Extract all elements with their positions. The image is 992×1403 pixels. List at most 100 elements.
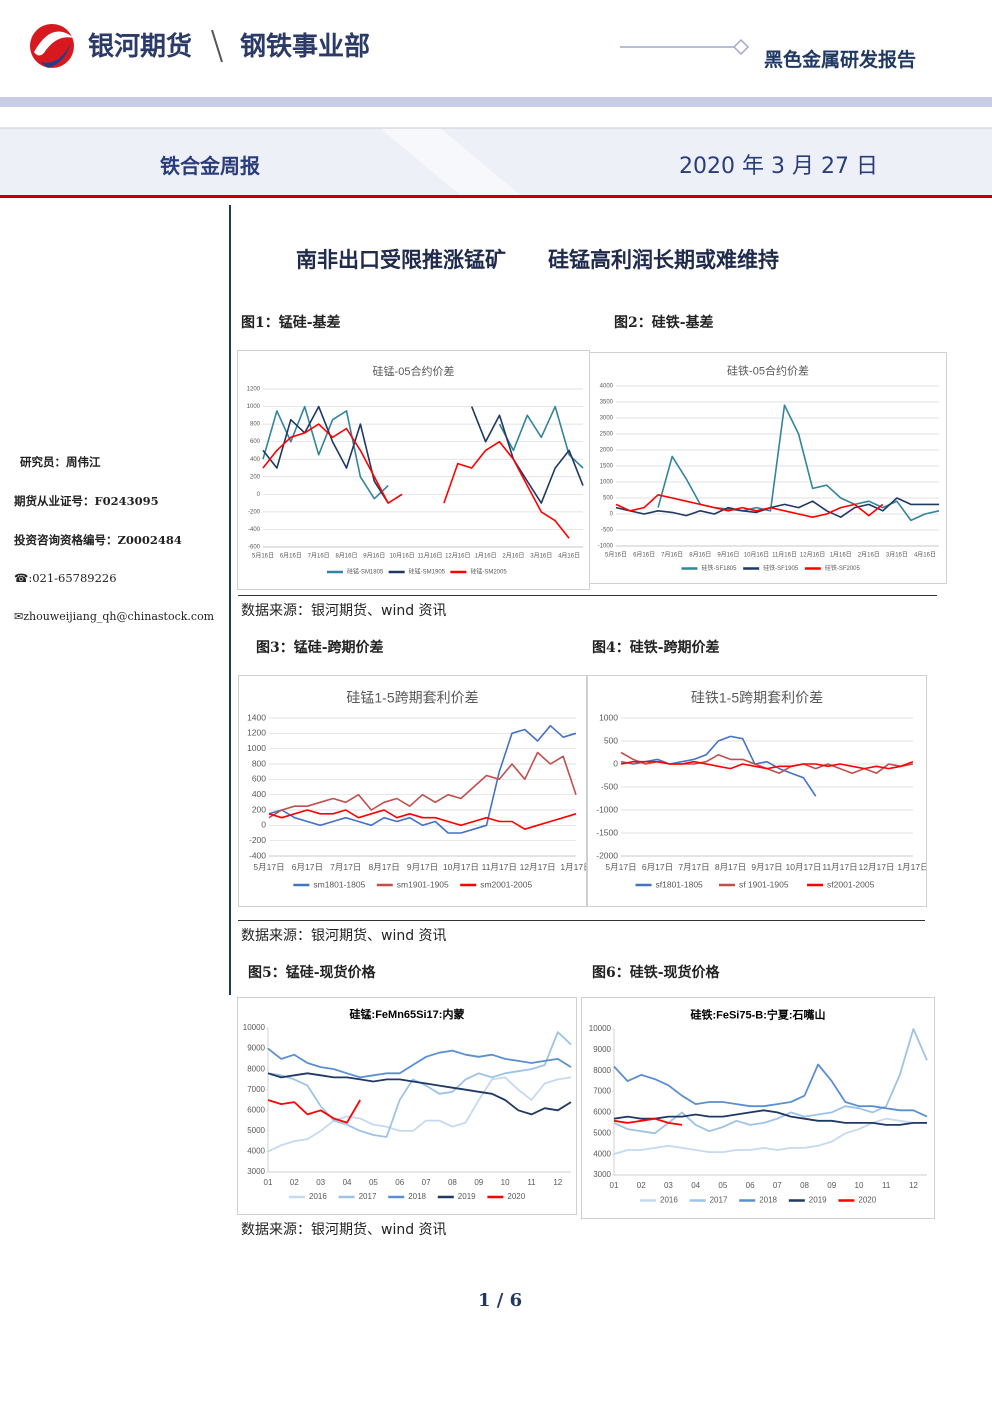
series-line [613, 1063, 928, 1118]
report-name: 铁合金周报 [160, 154, 260, 178]
series-line [267, 1072, 572, 1116]
y-tick-label: 500 [603, 496, 614, 502]
logo [30, 24, 74, 68]
legend-label: 2018 [759, 1196, 777, 1205]
x-tick-label: 1月17日 [897, 862, 926, 872]
x-tick-label: 9月16日 [363, 553, 385, 560]
legend-label: sf1801-1805 [656, 879, 704, 889]
y-tick-label: 4000 [593, 1149, 611, 1158]
x-tick-label: 2月16日 [858, 552, 880, 559]
y-tick-label: 0 [257, 492, 261, 498]
chart: 硅铁-05合约价差 -1000 -500 0 500 1000 1500 2000 2500 30… [589, 352, 947, 584]
y-tick-label: -1000 [596, 804, 618, 814]
header-band [0, 97, 992, 107]
header-graphics [0, 24, 992, 198]
y-tick-label: 3000 [247, 1167, 265, 1176]
series-line [262, 405, 584, 500]
x-tick-label: 11月17日 [822, 862, 857, 872]
y-tick-label: -400 [248, 527, 261, 533]
x-tick-label: 6月16日 [633, 552, 655, 559]
headline: 南非出口受限推涨锰矿 硅锰高利润长期或难维持 [296, 248, 779, 272]
division: 钢铁事业部 [240, 32, 371, 62]
series-line [613, 1117, 927, 1155]
legend-label: 2017 [359, 1192, 377, 1201]
y-tick-label: 0 [613, 758, 618, 768]
y-tick-label: 8000 [593, 1066, 611, 1075]
x-tick-label: 11 [882, 1181, 891, 1190]
legend-label: sm2001-2005 [480, 879, 532, 889]
legend-label: sf2001-2005 [827, 879, 875, 889]
x-tick-label: 05 [369, 1178, 378, 1187]
y-tick-label: 3000 [600, 416, 614, 422]
y-tick-label: 600 [250, 439, 261, 445]
phone: ☎:021-65789226 [14, 571, 117, 585]
series-line [613, 1109, 927, 1126]
source: 数据来源：银河期货、wind 资讯 [241, 928, 447, 944]
y-tick-label: 500 [604, 735, 618, 745]
series-line [615, 497, 939, 518]
y-tick-label: -400 [249, 850, 266, 860]
chart-title: 硅锰1-5跨期套利价差 [346, 690, 478, 706]
series-line [657, 404, 940, 522]
x-tick-label: 03 [316, 1178, 325, 1187]
y-tick-label: -500 [601, 781, 618, 791]
series-line [267, 1031, 572, 1138]
y-tick-label: 400 [252, 789, 266, 799]
legend-label: 2017 [710, 1196, 728, 1205]
y-tick-label: 2500 [600, 432, 614, 438]
x-tick-label: 12月17日 [520, 862, 556, 872]
x-tick-label: 8月16日 [335, 553, 357, 560]
y-tick-label: 7000 [247, 1085, 265, 1094]
series-line [613, 1117, 683, 1126]
y-tick-label: 5000 [247, 1126, 265, 1135]
y-tick-label: 10000 [589, 1024, 612, 1033]
rule [238, 920, 925, 921]
company: 银河期货 [88, 32, 193, 62]
source: 数据来源：银河期货、wind 资讯 [241, 603, 447, 619]
x-tick-label: 3月16日 [886, 552, 908, 559]
figure-label: 图4：硅铁-跨期价差 [592, 640, 720, 656]
x-tick-label: 9月17日 [751, 862, 782, 872]
y-tick-label: 800 [252, 758, 266, 768]
y-tick-label: 1000 [247, 404, 261, 410]
y-tick-label: 7000 [593, 1087, 611, 1096]
x-tick-label: 11月16日 [772, 552, 797, 559]
x-tick-label: 9月16日 [717, 552, 739, 559]
y-tick-label: -1000 [598, 544, 614, 550]
x-tick-label: 2月16日 [502, 553, 524, 560]
x-tick-label: 08 [800, 1181, 809, 1190]
y-tick-label: 200 [252, 804, 266, 814]
y-tick-label: -600 [248, 545, 261, 551]
chart-svg: 硅锰1-5跨期套利价差 -400 -200 0 200 400 600 800 1000 1200… [247, 690, 592, 890]
y-tick-label: 9000 [247, 1044, 265, 1053]
y-tick-label: 1200 [247, 387, 261, 393]
y-tick-label: 3500 [600, 400, 614, 406]
legend-label: 2019 [458, 1192, 476, 1201]
legend-label: sm1901-1905 [397, 879, 449, 889]
x-tick-label: 1月17日 [560, 862, 586, 872]
report-date: 2020 年 3 月 27 日 [679, 154, 878, 179]
page-number: 1 / 6 [478, 1290, 523, 1311]
x-tick-label: 10月16日 [744, 552, 769, 559]
y-tick-label: 2000 [600, 448, 614, 454]
y-tick-label: 400 [250, 457, 261, 463]
y-tick-label: 1200 [247, 728, 266, 738]
x-tick-label: 06 [395, 1178, 404, 1187]
y-tick-label: 1400 [247, 712, 266, 722]
x-tick-label: 4月16日 [558, 553, 580, 560]
chart-title: 硅锰-05合约价差 [373, 364, 455, 378]
y-tick-label: 800 [250, 422, 261, 428]
y-tick-label: -2000 [596, 850, 618, 860]
legend-label: 硅锰-SM2005 [470, 568, 507, 576]
x-tick-label: 6月17日 [292, 862, 323, 872]
chart: 硅锰1-5跨期套利价差 -400 -200 0 200 400 600 800 1000 1200… [238, 675, 592, 907]
series-line [268, 809, 577, 830]
x-tick-label: 6月16日 [280, 553, 302, 560]
y-tick-label: 9000 [593, 1045, 611, 1054]
x-tick-label: 06 [746, 1181, 755, 1190]
y-tick-label: 1000 [247, 743, 266, 753]
legend-label: 硅铁-SF1805 [701, 564, 737, 572]
x-tick-label: 7月17日 [678, 862, 709, 872]
y-tick-label: 4000 [600, 384, 614, 390]
